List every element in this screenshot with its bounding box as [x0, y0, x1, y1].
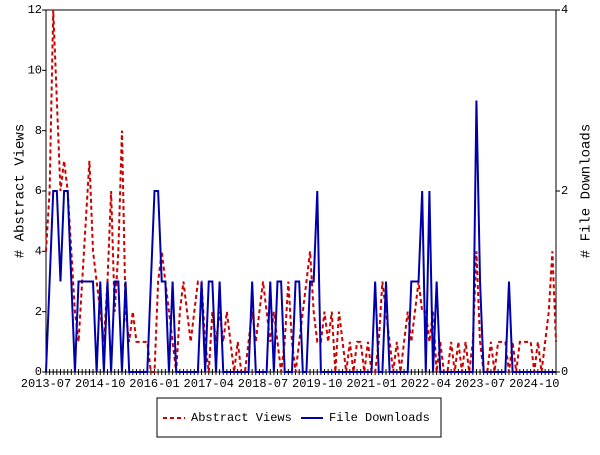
y-tick-label: 2: [35, 305, 42, 319]
x-tick-label: 2022-04: [401, 377, 451, 391]
x-tick-label: 2024-10: [509, 377, 559, 391]
x-tick-label: 2016-01: [129, 377, 179, 391]
y-axis-title: # Abstract Views: [13, 124, 29, 258]
x-tick-label: 2017-04: [184, 377, 234, 391]
y-tick-label: 0: [35, 365, 42, 379]
x-tick-label: 2019-10: [292, 377, 342, 391]
x-tick-label: 2013-07: [21, 377, 71, 391]
series-line: [45, 100, 556, 373]
legend-label: Abstract Views: [191, 411, 292, 425]
y-tick-label: 8: [35, 124, 42, 138]
y2-tick-label: 4: [561, 3, 568, 17]
y2-axis-title: # File Downloads: [579, 124, 595, 258]
y2-tick-label: 0: [561, 365, 568, 379]
legend-box: [156, 397, 442, 438]
y-tick-label: 10: [28, 64, 42, 78]
x-tick-label: 2021-01: [346, 377, 396, 391]
legend-label: File Downloads: [329, 411, 430, 425]
y2-tick-label: 2: [561, 184, 568, 198]
y-tick-label: 4: [35, 245, 42, 259]
y-tick-label: 6: [35, 184, 42, 198]
x-tick-label: 2014-10: [75, 377, 125, 391]
x-tick-label: 2023-07: [455, 377, 505, 391]
y-tick-label: 12: [28, 3, 42, 17]
x-tick-label: 2018-07: [238, 377, 288, 391]
series-line: [45, 9, 557, 373]
